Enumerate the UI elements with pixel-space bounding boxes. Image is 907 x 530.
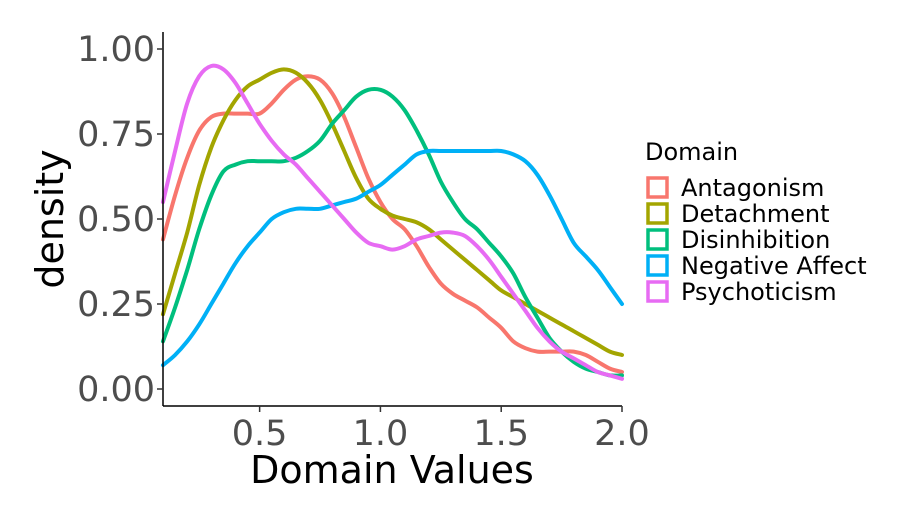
series-line-disinhibition [161,86,624,378]
series-line-detachment [161,67,624,357]
x-ticks: 0.5 1.0 1.5 2.0 [232,406,650,454]
legend-key-detachment [646,202,669,225]
y-tick-label: 0.75 [77,115,155,155]
y-tick-label: 0.00 [77,370,155,410]
legend-label-psychoticism: Psychoticism [681,278,837,306]
legend: Domain AntagonismDetachmentDisinhibition… [645,138,867,306]
y-tick-label: 0.50 [77,200,155,240]
x-tick-label: 0.5 [232,414,288,454]
series-line-psychoticism [161,63,624,381]
legend-key-disinhibition [646,228,669,251]
series-line-antagonism [161,74,624,374]
legend-key-psychoticism [646,280,669,303]
legend-label-antagonism: Antagonism [681,174,824,202]
y-tick-label: 1.00 [77,30,155,70]
legend-label-negative-affect: Negative Affect [681,252,867,280]
legend-items: AntagonismDetachmentDisinhibitionNegativ… [646,174,867,306]
x-axis-title: Domain Values [250,448,534,492]
y-ticks: 0.00 0.25 0.50 0.75 1.00 [77,30,163,410]
x-tick-label: 1.0 [353,414,409,454]
legend-label-disinhibition: Disinhibition [681,226,830,254]
plot-lines [161,63,624,381]
legend-title: Domain [645,138,738,166]
legend-key-negative-affect [646,254,669,277]
series-line-negative-affect [161,148,624,368]
x-tick-label: 1.5 [473,414,529,454]
x-tick-label: 2.0 [594,414,650,454]
y-tick-label: 0.25 [77,285,155,325]
legend-key-antagonism [646,176,669,199]
y-axis-title: density [28,149,72,288]
legend-label-detachment: Detachment [681,200,830,228]
